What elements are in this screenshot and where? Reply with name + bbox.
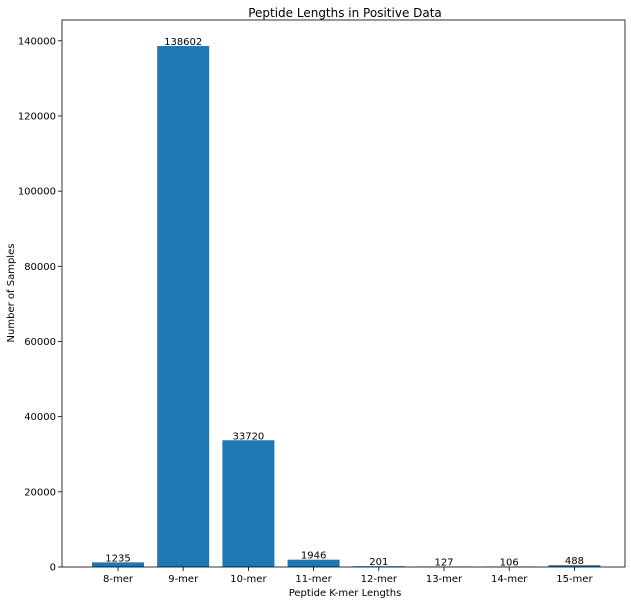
chart-title: Peptide Lengths in Positive Data [248, 6, 442, 20]
x-tick-label: 10-mer [230, 574, 267, 585]
y-tick-label: 60000 [24, 337, 56, 348]
y-tick-label: 0 [50, 563, 56, 574]
bar-9-mer [157, 46, 210, 568]
bar-10-mer [222, 440, 275, 567]
bar-15-mer [548, 565, 601, 567]
plot-frame [61, 19, 626, 568]
data-label-13-mer: 127 [434, 558, 453, 569]
y-tick-label: 100000 [18, 187, 56, 198]
x-tick-label: 9-mer [168, 574, 199, 585]
y-axis-title: Number of Samples [6, 244, 17, 343]
y-tick-label: 40000 [24, 412, 56, 423]
data-label-9-mer: 138602 [164, 37, 202, 48]
bars-group [92, 46, 601, 568]
data-labels-group: 1235 138602 33720 1946 201 127 106 488 [105, 37, 584, 569]
y-tick-label: 140000 [18, 36, 56, 47]
x-tick-label: 14-mer [491, 574, 528, 585]
x-tick-label: 12-mer [361, 574, 398, 585]
y-tick-label: 80000 [24, 262, 56, 273]
x-axis-title: Peptide K-mer Lengths [289, 588, 402, 599]
data-label-10-mer: 33720 [232, 431, 264, 442]
x-tick-label: 15-mer [556, 574, 593, 585]
y-tick-label: 20000 [24, 487, 56, 498]
x-tick-label: 13-mer [426, 574, 463, 585]
data-label-11-mer: 1946 [301, 551, 326, 562]
x-tick-label: 8-mer [103, 574, 134, 585]
y-axis: 0 20000 40000 60000 80000 100000 120000 140000 [18, 36, 62, 574]
x-tick-label: 11-mer [295, 574, 332, 585]
data-label-15-mer: 488 [565, 556, 584, 567]
x-axis: 8-mer 9-mer 10-mer 11-mer 12-mer 13-mer 14-mer… [103, 567, 593, 585]
y-tick-label: 120000 [18, 111, 56, 122]
data-label-14-mer: 106 [500, 558, 519, 569]
data-label-12-mer: 201 [369, 557, 388, 568]
bar-11-mer [287, 559, 340, 567]
data-label-8-mer: 1235 [105, 553, 130, 564]
bar-8-mer [92, 562, 144, 567]
